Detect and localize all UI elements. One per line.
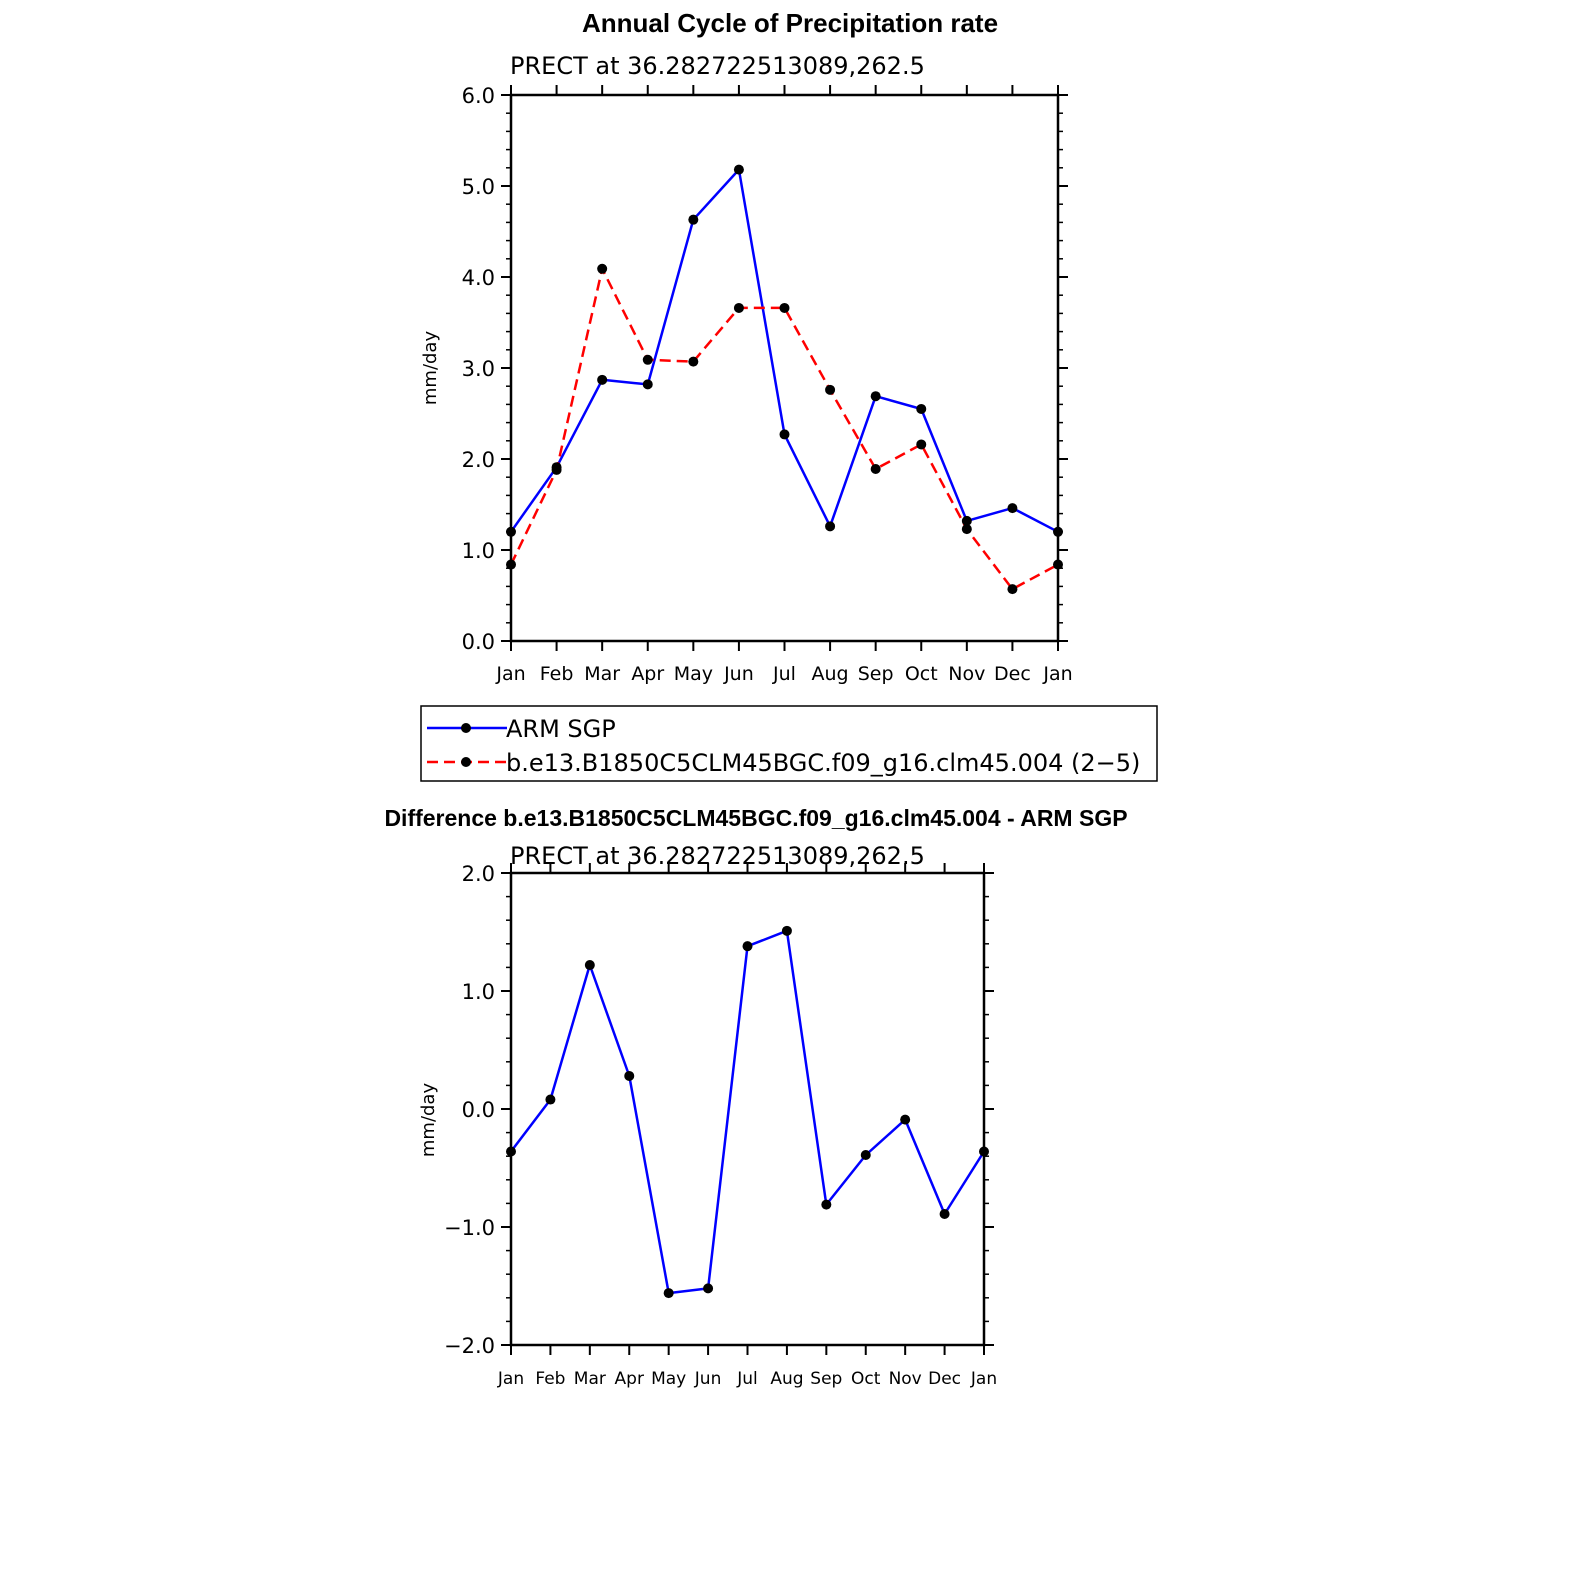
x-tick-label: Feb: [540, 663, 574, 685]
data-point-series-0: [781, 925, 792, 936]
x-tick-label: Aug: [812, 663, 849, 685]
x-tick-label: Aug: [770, 1369, 803, 1389]
data-point-series-0: [642, 379, 653, 390]
data-point-series-0: [1007, 503, 1018, 514]
data-point-series-0: [961, 515, 972, 526]
x-tick-label: Jul: [772, 663, 796, 685]
y-tick-label: −2.0: [444, 1334, 495, 1358]
data-point-series-1: [870, 464, 881, 475]
legend-box: [420, 705, 1158, 782]
legend-marker-model: [461, 757, 471, 767]
y-tick-label: 2.0: [462, 448, 495, 472]
data-point-series-0: [703, 1283, 714, 1294]
data-point-series-1: [688, 356, 699, 367]
data-point-series-1: [642, 354, 653, 365]
x-tick-label: Mar: [584, 663, 620, 685]
data-point-series-0: [733, 164, 744, 175]
y-tick-label: 2.0: [462, 862, 495, 886]
difference-chart: Difference b.e13.B1850C5CLM45BGC.f09_g16…: [384, 805, 1127, 1389]
y-tick-label: 1.0: [462, 539, 495, 563]
y-tick-label: 1.0: [462, 980, 495, 1004]
x-tick-label: Sep: [810, 1369, 842, 1389]
data-point-series-0: [825, 521, 836, 532]
x-tick-label: Jul: [736, 1369, 758, 1389]
data-point-series-0: [979, 1146, 989, 1157]
data-point-series-0: [916, 403, 927, 414]
x-tick-label: Oct: [851, 1369, 881, 1389]
x-tick-label: May: [674, 663, 713, 685]
data-point-series-0: [1053, 526, 1063, 537]
x-tick-label: Oct: [905, 663, 938, 685]
x-tick-label: Jan: [497, 1369, 524, 1389]
x-tick-label: Apr: [631, 663, 664, 685]
legend-entry-arm-sgp: ARM SGP: [506, 715, 616, 743]
x-tick-label: Dec: [994, 663, 1031, 685]
legend: ARM SGP b.e13.B1850C5CLM45BGC.f09_g16.cl…: [420, 705, 1158, 782]
chart-title: Difference b.e13.B1850C5CLM45BGC.f09_g16…: [384, 805, 1127, 831]
data-point-series-0: [506, 526, 516, 537]
data-point-series-0: [870, 391, 881, 402]
legend-marker-arm-sgp: [461, 723, 471, 733]
y-tick-label: 5.0: [462, 175, 495, 199]
y-tick-label: 0.0: [462, 1098, 495, 1122]
data-point-series-0: [663, 1288, 674, 1299]
data-point-series-0: [688, 214, 699, 225]
data-point-series-1: [961, 524, 972, 535]
y-tick-label: 3.0: [462, 357, 495, 381]
legend-entry-model: b.e13.B1850C5CLM45BGC.f09_g16.clm45.004 …: [506, 749, 1140, 777]
chart-title: Annual Cycle of Precipitation rate: [582, 8, 998, 38]
data-point-series-0: [584, 960, 595, 971]
x-tick-label: Jun: [694, 1369, 722, 1389]
x-tick-label: Nov: [948, 663, 985, 685]
x-tick-label: Jan: [495, 663, 525, 685]
data-point-series-1: [916, 439, 927, 450]
annual-cycle-chart: Annual Cycle of Precipitation rate PRECT…: [420, 8, 1073, 685]
data-point-series-0: [624, 1070, 635, 1081]
data-point-series-1: [779, 302, 790, 313]
y-tick-label: 6.0: [462, 84, 495, 108]
y-axis-label: mm/day: [420, 331, 441, 406]
data-point-series-1: [506, 559, 516, 570]
y-axis-label: mm/day: [418, 1083, 439, 1158]
x-tick-label: Jan: [1042, 663, 1072, 685]
x-tick-label: May: [651, 1369, 686, 1389]
chart-subtitle: PRECT at 36.282722513089,262.5: [510, 52, 925, 80]
x-tick-label: Jan: [970, 1369, 997, 1389]
chart-subtitle: PRECT at 36.282722513089,262.5: [510, 842, 925, 870]
data-point-series-1: [551, 464, 562, 475]
data-point-series-0: [939, 1209, 950, 1220]
data-point-series-1: [733, 302, 744, 313]
data-point-series-0: [545, 1094, 556, 1105]
x-tick-label: Jun: [723, 663, 754, 685]
data-point-series-1: [1053, 559, 1063, 570]
x-tick-label: Dec: [928, 1369, 961, 1389]
x-tick-label: Mar: [574, 1369, 606, 1389]
x-tick-label: Nov: [889, 1369, 922, 1389]
x-tick-label: Apr: [615, 1369, 644, 1389]
data-point-series-0: [900, 1114, 911, 1125]
y-tick-label: 0.0: [462, 630, 495, 654]
x-tick-label: Sep: [858, 663, 894, 685]
data-point-series-0: [821, 1199, 832, 1210]
x-tick-label: Feb: [535, 1369, 565, 1389]
data-point-series-0: [597, 374, 608, 385]
data-point-series-0: [860, 1150, 871, 1161]
data-point-series-0: [506, 1146, 516, 1157]
y-tick-label: −1.0: [444, 1216, 495, 1240]
data-point-series-1: [1007, 584, 1018, 595]
data-point-series-0: [779, 429, 790, 440]
y-tick-label: 4.0: [462, 266, 495, 290]
data-point-series-1: [825, 384, 836, 395]
data-point-series-0: [742, 941, 753, 952]
data-point-series-1: [597, 263, 608, 274]
